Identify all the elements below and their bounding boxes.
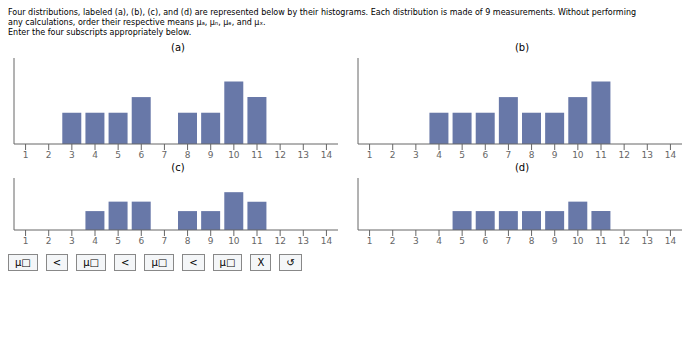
svg-text:9: 9 [552,236,558,246]
html-text:μ□: μ□ [83,257,99,268]
svg-text:7: 7 [162,236,168,246]
svg-text:11: 11 [595,150,606,160]
svg-text:5: 5 [459,236,465,246]
html-text:any calculations, order their: any calculations, order their respective… [8,18,266,27]
svg-text:1: 1 [367,150,373,160]
svg-text:8: 8 [529,150,535,160]
html-text:Enter the four subscripts appr: Enter the four subscripts appropriately … [8,28,192,37]
html-text:(d): (d) [514,162,530,173]
svg-text:5: 5 [115,236,121,246]
svg-text:14: 14 [665,236,677,246]
svg-text:2: 2 [390,236,396,246]
svg-text:5: 5 [115,150,121,160]
svg-text:1: 1 [367,236,373,246]
html-text:Four distributions, labeled (a: Four distributions, labeled (a), (b), (c… [8,8,636,17]
svg-text:8: 8 [185,150,191,160]
svg-text:10: 10 [572,150,584,160]
html-text:(b): (b) [514,42,530,53]
svg-text:13: 13 [642,150,653,160]
svg-text:4: 4 [92,150,98,160]
svg-text:4: 4 [436,236,442,246]
html-text:(c): (c) [171,162,185,173]
svg-text:10: 10 [228,236,240,246]
svg-text:11: 11 [251,150,262,160]
svg-text:10: 10 [572,236,584,246]
svg-text:14: 14 [665,150,677,160]
svg-text:7: 7 [506,236,512,246]
svg-text:3: 3 [69,236,75,246]
svg-text:6: 6 [138,236,144,246]
svg-text:2: 2 [46,236,52,246]
svg-text:1: 1 [23,236,29,246]
svg-text:6: 6 [482,150,488,160]
svg-text:4: 4 [92,236,98,246]
svg-text:12: 12 [618,236,629,246]
svg-text:2: 2 [46,150,52,160]
svg-text:4: 4 [436,150,442,160]
html-text:(a): (a) [171,42,185,53]
html-text:μ□: μ□ [15,257,31,268]
html-text:μ□: μ□ [219,257,236,268]
svg-text:1: 1 [23,150,29,160]
svg-text:12: 12 [274,150,285,160]
svg-text:9: 9 [552,150,558,160]
svg-text:6: 6 [482,236,488,246]
svg-text:14: 14 [321,236,333,246]
svg-text:14: 14 [321,150,333,160]
svg-text:13: 13 [642,236,653,246]
svg-text:9: 9 [208,150,214,160]
svg-text:7: 7 [506,150,512,160]
svg-text:8: 8 [185,236,191,246]
svg-text:11: 11 [595,236,606,246]
svg-text:12: 12 [618,150,629,160]
svg-text:13: 13 [298,150,309,160]
svg-text:7: 7 [162,150,168,160]
svg-text:3: 3 [413,236,419,246]
svg-text:2: 2 [390,150,396,160]
svg-text:5: 5 [459,150,465,160]
html-text:X: X [257,257,265,268]
svg-text:10: 10 [228,150,240,160]
svg-text:11: 11 [251,236,262,246]
svg-text:3: 3 [69,150,75,160]
svg-text:12: 12 [274,236,285,246]
html-text:μ□: μ□ [151,257,168,268]
svg-text:6: 6 [138,150,144,160]
svg-text:13: 13 [298,236,309,246]
svg-text:9: 9 [208,236,214,246]
svg-text:8: 8 [529,236,535,246]
svg-text:3: 3 [413,150,419,160]
